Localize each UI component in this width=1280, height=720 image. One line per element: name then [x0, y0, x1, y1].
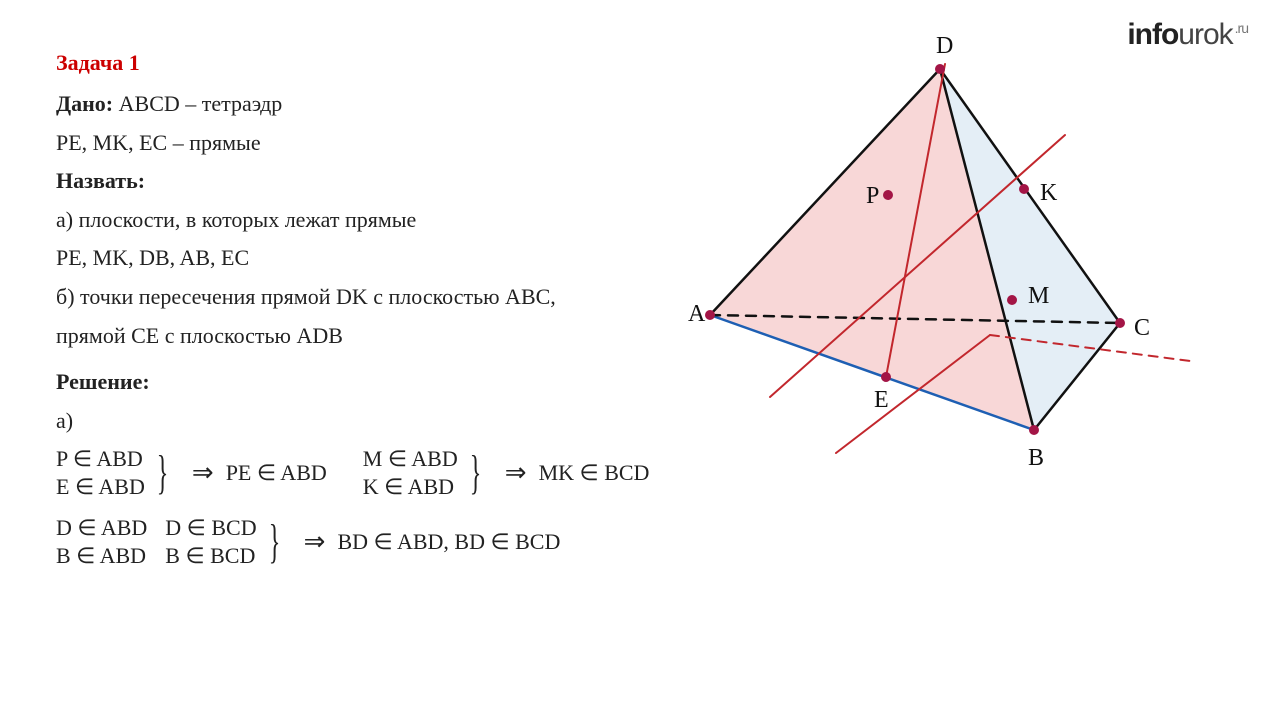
given-line: Дано: ABCD – тетраэдр [56, 90, 666, 119]
svg-text:M: M [1028, 283, 1049, 309]
pe-in-abd: PE ∈ ABD [226, 460, 327, 486]
brace-icon: } [469, 449, 481, 497]
implies-arrow: ⇒ [192, 458, 214, 488]
k-in-abd: K ∈ ABD [363, 473, 458, 501]
task-b-line2: прямой CE с плоскостью ADB [56, 322, 666, 351]
tetrahedron-diagram: A B C D P K M E [650, 25, 1210, 485]
name-label: Назвать: [56, 167, 666, 196]
bd-result: BD ∈ ABD, BD ∈ BCD [337, 529, 560, 555]
given-label: Дано: [56, 91, 113, 116]
b-in-bcd: B ∈ BCD [165, 542, 256, 570]
d-in-bcd: D ∈ BCD [165, 514, 256, 542]
task-b-line1: б) точки пересечения прямой DK с плоскос… [56, 283, 666, 312]
m-in-abd: M ∈ ABD [363, 445, 458, 473]
task-a-line1: а) плоскости, в которых лежат прямые [56, 206, 666, 235]
implies-arrow: ⇒ [505, 458, 527, 488]
given-body: ABCD – тетраэдр [113, 91, 282, 116]
problem-text-block: Задача 1 Дано: ABCD – тетраэдр PE, MK, E… [56, 50, 666, 579]
brace-icon: } [157, 449, 169, 497]
svg-text:K: K [1040, 180, 1058, 206]
part-a-label: а) [56, 407, 666, 436]
task-a-line2: PE, MK, DB, AB, EC [56, 244, 666, 273]
svg-text:D: D [936, 33, 953, 59]
e-in-abd: E ∈ ABD [56, 473, 145, 501]
svg-text:C: C [1134, 315, 1150, 341]
svg-text:B: B [1028, 445, 1044, 471]
problem-title: Задача 1 [56, 50, 666, 76]
svg-text:A: A [688, 301, 706, 327]
p-in-abd: P ∈ ABD [56, 445, 145, 473]
solution-label: Решение: [56, 368, 666, 397]
b-in-abd: B ∈ ABD [56, 542, 147, 570]
svg-text:P: P [866, 183, 879, 209]
svg-text:E: E [874, 387, 889, 413]
d-in-abd: D ∈ ABD [56, 514, 147, 542]
implies-arrow: ⇒ [304, 527, 326, 557]
brace-icon: } [268, 518, 280, 566]
mk-in-bcd: MK ∈ BCD [539, 460, 650, 486]
lines-given: PE, MK, EC – прямые [56, 129, 666, 158]
derivation-1: P ∈ ABD E ∈ ABD } ⇒ PE ∈ ABD M ∈ ABD K ∈… [56, 445, 666, 569]
logo-tld: .ru [1235, 20, 1248, 36]
